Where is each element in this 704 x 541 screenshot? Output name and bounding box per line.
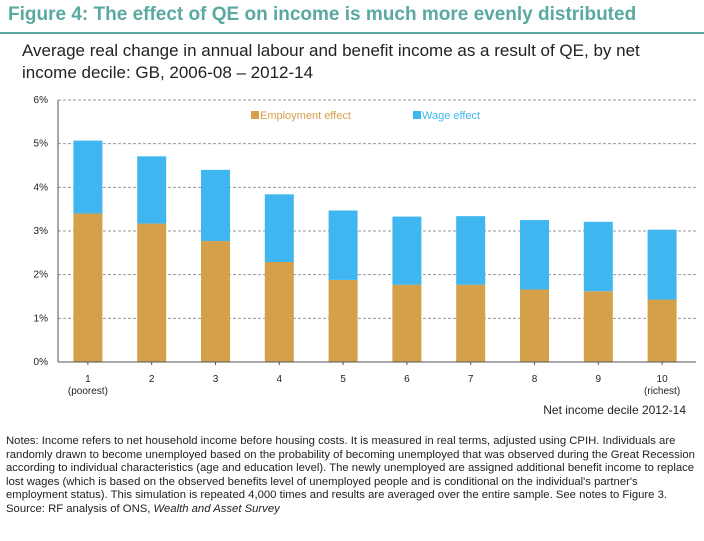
bar-employment-effect <box>201 241 230 362</box>
legend-label: Wage effect <box>422 110 480 122</box>
bar-wage-effect <box>73 140 103 214</box>
y-tick-label: 5% <box>34 139 49 150</box>
legend-swatch <box>251 111 259 119</box>
bar-employment-effect <box>456 284 486 362</box>
x-tick-label: 3 <box>213 374 219 385</box>
bar-employment-effect <box>647 299 677 362</box>
y-tick-label: 6% <box>34 95 49 106</box>
bar-wage-effect <box>583 221 613 292</box>
stacked-bar-chart: 0% 1% 2% 3% 4% 5% 6% 1(poorest) 2 3 4 5 6 7 8 9 10(rich… <box>34 95 696 417</box>
bar-employment-effect <box>583 291 613 362</box>
bar-employment-effect <box>520 289 549 362</box>
y-axis-tick-labels: 0% 1% 2% 3% 4% 5% 6% <box>34 95 49 368</box>
x-tick-label: 5 <box>340 374 346 385</box>
bar-wage-effect <box>456 216 486 285</box>
bar-wage-effect <box>201 169 230 242</box>
x-tick-label: 7 <box>468 374 474 385</box>
x-tick-label: 10 <box>657 374 669 385</box>
x-tick-label: 2 <box>149 374 155 385</box>
notes-text: Notes: Income refers to net household in… <box>6 435 695 502</box>
bar-wage-effect <box>520 220 549 290</box>
bar-wage-effect <box>392 216 422 285</box>
x-tick-label: 4 <box>277 374 283 385</box>
bar-employment-effect <box>73 213 103 362</box>
x-tick-sublabel: (poorest) <box>68 386 108 397</box>
bar-employment-effect <box>137 223 167 362</box>
bar-wage-effect <box>328 210 358 280</box>
y-tick-label: 4% <box>34 182 49 193</box>
bar-wage-effect <box>137 156 167 224</box>
source-title: Wealth and Asset Survey <box>153 502 280 515</box>
x-tick-label: 9 <box>596 374 602 385</box>
legend-label: Employment effect <box>260 110 351 122</box>
y-tick-label: 3% <box>34 226 49 237</box>
notes-block: Notes: Income refers to net household in… <box>6 435 700 517</box>
legend: Employment effect Wage effect <box>251 110 480 122</box>
bar-wage-effect <box>647 229 677 300</box>
figure-subtitle: Average real change in annual labour and… <box>22 41 640 82</box>
figure-title: Figure 4: The effect of QE on income is … <box>8 4 637 25</box>
y-tick-label: 1% <box>34 313 49 324</box>
x-tick-label: 8 <box>532 374 538 385</box>
y-tick-label: 2% <box>34 270 49 281</box>
source-prefix: Source: RF analysis of ONS, <box>6 502 154 515</box>
legend-swatch <box>413 111 421 119</box>
x-axis-tick-labels: 1(poorest) 2 3 4 5 6 7 8 9 10(richest) <box>68 362 680 397</box>
bar-employment-effect <box>328 279 358 362</box>
x-axis-title: Net income decile 2012-14 <box>543 403 686 417</box>
bar-wage-effect <box>264 194 294 263</box>
x-tick-label: 1 <box>85 374 91 385</box>
x-tick-label: 6 <box>404 374 410 385</box>
title-divider <box>0 32 704 34</box>
y-tick-label: 0% <box>34 357 49 368</box>
bars <box>73 140 677 362</box>
bar-employment-effect <box>392 284 422 362</box>
x-tick-sublabel: (richest) <box>644 386 680 397</box>
bar-employment-effect <box>264 262 294 362</box>
source-line: Source: RF analysis of ONS, Wealth and A… <box>6 503 700 517</box>
